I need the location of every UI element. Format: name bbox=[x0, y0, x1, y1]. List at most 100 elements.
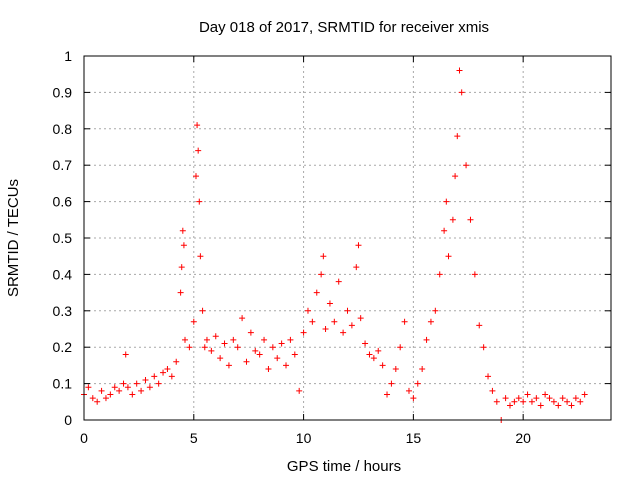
data-point bbox=[313, 289, 320, 296]
data-point bbox=[243, 358, 250, 365]
data-point bbox=[256, 351, 263, 358]
data-point bbox=[353, 264, 360, 271]
y-tick-label: 0.7 bbox=[53, 157, 73, 173]
data-point bbox=[201, 344, 208, 351]
y-tick-label: 0.5 bbox=[53, 230, 73, 246]
data-point bbox=[217, 355, 224, 362]
data-point bbox=[427, 318, 434, 325]
data-point bbox=[489, 387, 496, 394]
data-point bbox=[203, 336, 210, 343]
data-point bbox=[269, 344, 276, 351]
data-point bbox=[85, 384, 92, 391]
data-point bbox=[340, 329, 347, 336]
data-point bbox=[564, 398, 571, 405]
y-tick-label: 0.6 bbox=[53, 194, 73, 210]
data-point bbox=[180, 242, 187, 249]
data-point bbox=[116, 387, 123, 394]
data-point bbox=[506, 402, 513, 409]
data-point bbox=[537, 402, 544, 409]
data-point bbox=[471, 271, 478, 278]
data-point bbox=[542, 391, 549, 398]
x-tick-label: 5 bbox=[190, 430, 198, 446]
data-point bbox=[568, 402, 575, 409]
data-point bbox=[344, 307, 351, 314]
data-point bbox=[366, 351, 373, 358]
data-point bbox=[239, 315, 246, 322]
data-point bbox=[335, 278, 342, 285]
data-point bbox=[252, 347, 259, 354]
data-point bbox=[443, 198, 450, 205]
data-point bbox=[318, 271, 325, 278]
data-point bbox=[452, 173, 459, 180]
data-point bbox=[291, 351, 298, 358]
data-point bbox=[124, 384, 131, 391]
data-point bbox=[355, 242, 362, 249]
data-point bbox=[309, 318, 316, 325]
data-point bbox=[320, 253, 327, 260]
data-point bbox=[178, 264, 185, 271]
data-point bbox=[89, 395, 96, 402]
data-point bbox=[195, 147, 202, 154]
data-point bbox=[546, 395, 553, 402]
y-tick-label: 0.3 bbox=[53, 303, 73, 319]
data-point bbox=[423, 336, 430, 343]
x-tick-label: 10 bbox=[296, 430, 312, 446]
data-point bbox=[485, 373, 492, 380]
data-point bbox=[107, 391, 114, 398]
data-point bbox=[463, 162, 470, 169]
data-point bbox=[296, 387, 303, 394]
data-point bbox=[230, 336, 237, 343]
data-point bbox=[397, 344, 404, 351]
data-point bbox=[151, 373, 158, 380]
data-point bbox=[456, 67, 463, 74]
data-point bbox=[304, 307, 311, 314]
y-axis-label: SRMTID / TECUs bbox=[5, 179, 22, 297]
data-point bbox=[410, 395, 417, 402]
data-point bbox=[445, 253, 452, 260]
data-point bbox=[274, 355, 281, 362]
data-point bbox=[173, 358, 180, 365]
data-point bbox=[212, 333, 219, 340]
data-point bbox=[511, 398, 518, 405]
data-point bbox=[102, 395, 109, 402]
data-point bbox=[441, 227, 448, 234]
data-point bbox=[375, 347, 382, 354]
chart-title: Day 018 of 2017, SRMTID for receiver xmi… bbox=[199, 19, 489, 36]
data-point bbox=[572, 395, 579, 402]
data-point bbox=[234, 344, 241, 351]
data-point bbox=[278, 340, 285, 347]
data-point bbox=[581, 391, 588, 398]
data-point bbox=[111, 384, 118, 391]
data-point bbox=[414, 380, 421, 387]
data-point bbox=[559, 395, 566, 402]
y-tick-label: 1 bbox=[64, 48, 72, 64]
data-point bbox=[419, 366, 426, 373]
x-tick-labels: 0 5 10 15 20 bbox=[80, 430, 531, 446]
data-point bbox=[179, 227, 186, 234]
y-tick-label: 0.8 bbox=[53, 121, 73, 137]
x-axis-label: GPS time / hours bbox=[287, 458, 401, 475]
data-point bbox=[348, 322, 355, 329]
data-point bbox=[283, 362, 290, 369]
data-point bbox=[322, 326, 329, 332]
data-point bbox=[467, 216, 474, 223]
data-point bbox=[133, 380, 140, 387]
data-point bbox=[520, 398, 527, 405]
data-point bbox=[208, 347, 215, 354]
x-tick-label: 20 bbox=[515, 430, 531, 446]
data-point bbox=[120, 380, 127, 387]
data-point bbox=[186, 344, 193, 351]
data-point bbox=[138, 387, 145, 394]
data-point bbox=[533, 395, 540, 402]
data-point bbox=[287, 336, 294, 343]
data-point bbox=[515, 395, 522, 402]
data-point bbox=[122, 351, 129, 358]
data-point bbox=[196, 198, 203, 205]
data-point bbox=[436, 271, 443, 278]
y-tick-label: 0.9 bbox=[53, 84, 73, 100]
data-point bbox=[168, 373, 175, 380]
data-point bbox=[577, 398, 584, 405]
y-tick-label: 0.2 bbox=[53, 339, 73, 355]
